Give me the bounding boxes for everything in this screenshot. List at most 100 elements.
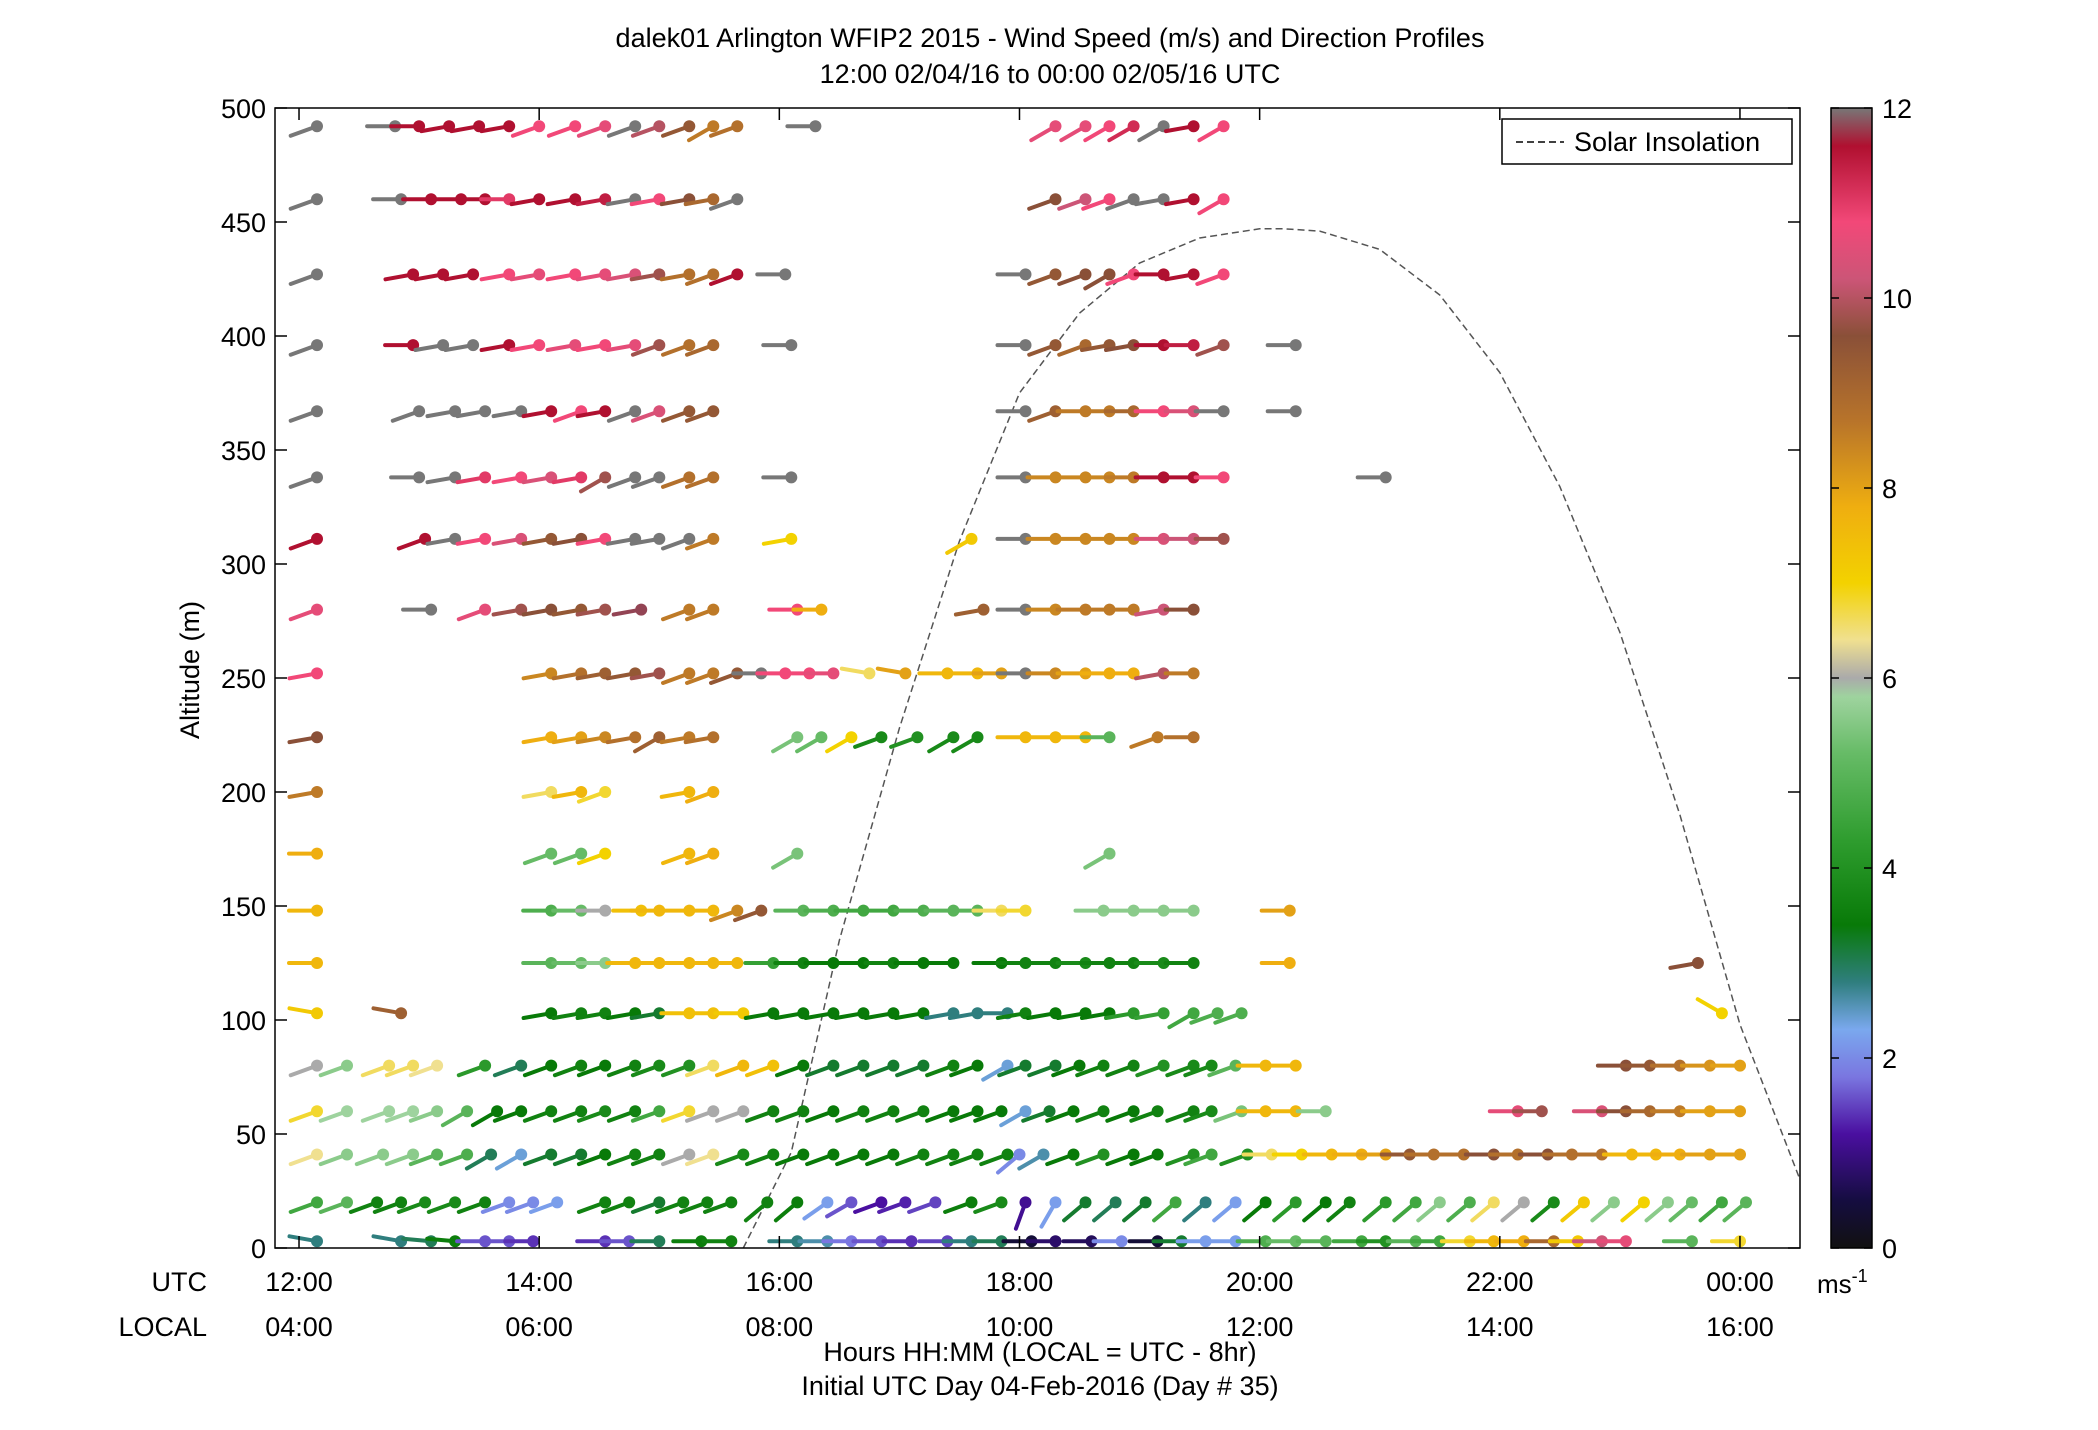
wind-barb [895,1105,930,1123]
wind-barb-point [629,1148,642,1161]
wind-barb-point [1079,1196,1092,1209]
wind-barb [1027,193,1062,211]
wind-barb [1590,1196,1620,1223]
wind-barb-point [1127,1105,1140,1118]
wind-barb [1193,471,1230,484]
wind-barb [287,904,323,917]
wind-barb-point [707,667,720,680]
wind-barb [1661,1235,1698,1248]
wind-barb [1235,1235,1272,1248]
wind-barb-point [1103,120,1116,133]
wind-barb [288,1105,323,1123]
wind-barb [1326,1196,1356,1223]
wind-barb [685,603,720,622]
wind-barb-point [653,471,666,484]
wind-barb-point [653,1235,666,1248]
wind-barb [1075,1148,1110,1167]
wind-barb-point [311,1196,323,1209]
wind-barb [354,1148,390,1167]
wind-barb [287,731,323,745]
wind-barb-point [1187,731,1200,744]
wind-barb [1081,193,1116,211]
wind-barb [288,268,323,286]
wind-barb [288,193,323,211]
wind-barb-point [1103,193,1116,206]
wind-barb-point [629,339,642,352]
wind-barb-point [1235,1007,1248,1020]
wind-barb [288,603,323,622]
wind-barb [803,667,840,680]
wind-barb [683,904,720,917]
wind-barb-point [407,1148,420,1161]
wind-barb [685,1148,720,1167]
wind-barb-point [599,1196,612,1209]
wind-barb-point [731,904,744,917]
wind-barb [877,1196,912,1214]
wind-barb-point [629,471,642,484]
wind-barb-point [575,1059,588,1072]
wind-barb [1272,1196,1302,1223]
wind-barb-point [1259,1059,1272,1072]
wind-barb [1163,603,1200,616]
wind-barb [470,1105,504,1128]
wind-barb-point [599,1059,612,1072]
wind-barb-point [1283,904,1296,917]
wind-barb [408,1148,444,1167]
wind-barb-point [629,731,642,744]
wind-barb-point [341,1105,353,1118]
wind-barb-point [1109,1196,1122,1209]
wind-barb-point [569,120,582,133]
wind-barb-point [887,1059,900,1072]
wind-barb-point [1691,957,1704,969]
wind-barb-point [1685,1235,1698,1248]
wind-barb [492,1059,528,1078]
wind-barb [773,904,810,917]
wind-barb [775,1148,810,1167]
wind-barb [745,1148,780,1167]
wind-barb [953,603,990,617]
wind-barb-point [1199,1196,1212,1209]
y-tick-label: 450 [221,208,266,238]
wind-barb [802,1196,834,1221]
wind-barb-point [791,1196,804,1209]
wind-barb-point [1019,1059,1032,1072]
wind-barb-point [653,532,666,545]
wind-barb-point [467,339,480,352]
wind-barb [522,1105,558,1123]
wind-barb [685,667,720,685]
wind-barb [661,120,696,138]
wind-barb [510,120,546,138]
wind-barb [1045,1148,1080,1167]
wind-barb-point [1013,1148,1026,1161]
wind-barb [287,1234,323,1248]
wind-barb [1027,1059,1062,1078]
wind-barb [384,1148,420,1167]
wind-barb [1679,1059,1716,1072]
wind-barb [318,1059,353,1078]
wind-barb [825,731,858,754]
wind-barb-point [947,1059,960,1072]
wind-barb [943,1196,978,1214]
wind-barb-point [941,667,954,680]
wind-barb-point [395,1196,408,1209]
wind-barb [1212,1196,1242,1223]
wind-barb [1017,1148,1050,1171]
wind-barb [522,847,558,866]
wind-barb-point [947,1148,960,1161]
wind-barb [973,1196,1008,1214]
wind-barb-point [1715,1196,1728,1209]
wind-barb [951,731,984,754]
wind-barb-point [857,1105,870,1118]
wind-barb [1122,1196,1152,1223]
wind-barb-point [707,405,720,418]
wind-barb-point [479,532,492,545]
wind-barb-point [785,532,798,545]
wind-barb [605,731,642,745]
wind-barb-point [311,405,323,418]
wind-barb [480,1196,516,1214]
wind-barb-point [1085,1235,1098,1248]
wind-barb [1105,1148,1140,1167]
wind-barb [455,405,492,419]
y-tick-label: 50 [236,1120,266,1150]
